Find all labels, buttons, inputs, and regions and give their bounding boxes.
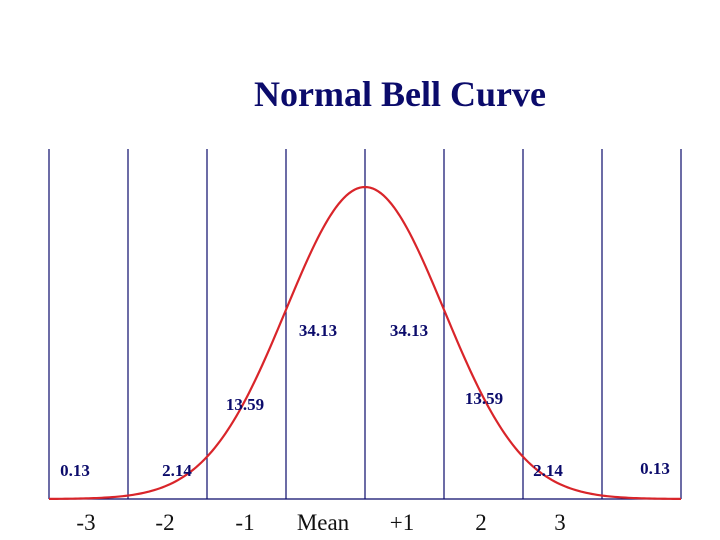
x-tick-label-5: 2 (475, 510, 487, 535)
band-percentage-label-3: 34.13 (299, 321, 337, 340)
x-tick-label-1: -2 (155, 510, 174, 535)
band-percentage-label-0: 0.13 (60, 461, 90, 480)
x-tick-label-0: -3 (76, 510, 95, 535)
x-tick-labels: -3 -2 -1 Mean +1 2 3 (76, 510, 565, 535)
band-percentage-label-1: 2.14 (162, 461, 192, 480)
x-tick-label-4: +1 (390, 510, 414, 535)
band-percentage-label-5: 13.59 (465, 389, 503, 408)
curve-group (48, 185, 682, 500)
chart-title: Normal Bell Curve (254, 74, 546, 114)
band-lines (48, 149, 682, 499)
band-percentage-label-7: 0.13 (640, 459, 670, 478)
percentage-labels: 0.13 2.14 13.59 34.13 34.13 13.59 2.14 0.13 (60, 321, 670, 480)
band-percentage-label-6: 2.14 (533, 461, 563, 480)
band-percentage-label-4: 34.13 (390, 321, 428, 340)
x-tick-label-2: -1 (235, 510, 254, 535)
bell-curve-line (48, 185, 682, 500)
band-percentage-label-2: 13.59 (226, 395, 264, 414)
x-tick-label-3: Mean (297, 510, 350, 535)
x-tick-label-6: 3 (554, 510, 566, 535)
